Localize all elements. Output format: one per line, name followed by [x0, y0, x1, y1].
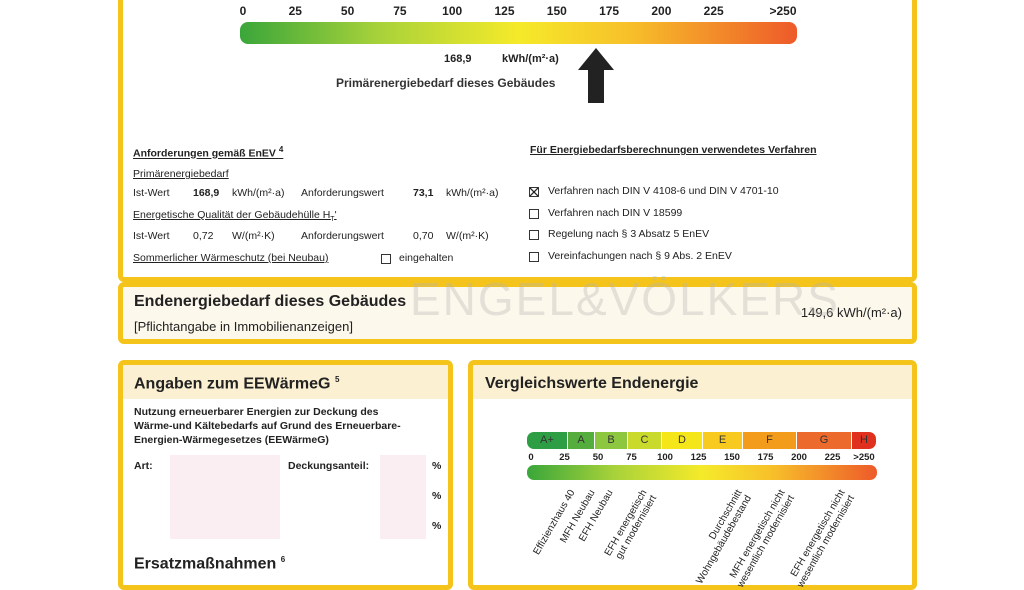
arrow	[578, 48, 614, 103]
energy-class: A+	[527, 432, 567, 449]
comparison-box	[468, 360, 917, 590]
comparison-tick: 75	[626, 452, 637, 463]
replacement-note: 6	[280, 555, 286, 564]
req-cell: Anforderungswert	[301, 187, 384, 199]
energy-class: B	[595, 432, 627, 449]
page: {"watermark":"ENGEL&VÖLKERS", "primary_s…	[118, 0, 917, 590]
method-checkbox	[529, 187, 539, 197]
req-cell: Ist-Wert	[133, 187, 170, 199]
comparison-scale	[527, 465, 877, 480]
primary-box	[118, 0, 917, 282]
energy-class: F	[743, 432, 796, 449]
comparison-tick: 125	[690, 452, 707, 463]
primary-heading: Primärenergiebedarf	[133, 168, 229, 180]
req-title-text: Anforderungen gemäß EnEV	[133, 147, 276, 160]
type-label: Art:	[134, 460, 153, 472]
req-cell: W/(m²·K)	[446, 230, 489, 242]
energy-class: G	[797, 432, 851, 449]
summer-heading: Sommerlicher Wärmeschutz (bei Neubau)	[133, 252, 329, 264]
req-cell: Ist-Wert	[133, 230, 170, 242]
final-value: 149,6 kWh/(m²·a)	[800, 305, 902, 320]
comparison-tick: 175	[757, 452, 774, 463]
req-cell: 0,72	[193, 230, 214, 242]
method-checkbox	[529, 251, 539, 262]
ee-description: Nutzung erneuerbarer Energien zur Deckun…	[134, 406, 379, 418]
scale-tick: 150	[546, 4, 567, 18]
final-title: Endenergiebedarf dieses Gebäudes	[134, 293, 407, 310]
scale-tick: 125	[494, 4, 515, 18]
scale-tick: 100	[442, 4, 463, 18]
comparison-tick: 150	[724, 452, 740, 463]
primary-caption: Primärenergiebedarf dieses Gebäudes	[336, 76, 556, 90]
final-note: [Pflichtangabe in Immobilienanzeigen]	[134, 319, 353, 334]
comparison-tick: 25	[559, 452, 570, 463]
energy-class: E	[703, 432, 742, 449]
req-cell: kWh/(m²·a)	[446, 187, 499, 199]
method-option: Vereinfachungen nach § 9 Abs. 2 EnEV	[548, 249, 732, 262]
method-option: Regelung nach § 3 Absatz 5 EnEV	[548, 228, 710, 240]
method-option: Verfahren nach DIN V 4108-6 und DIN V 47…	[548, 185, 779, 197]
comparison-tick: 50	[592, 452, 604, 463]
req-cell: kWh/(m²·a)	[232, 187, 285, 199]
scale-tick: 225	[703, 4, 724, 18]
watermark: ENGEL&VÖLKERS	[410, 273, 840, 325]
comparison-tick: 225	[824, 452, 841, 463]
envelope-prime: '	[334, 209, 337, 221]
scale-tick: 75	[393, 4, 407, 18]
energy-class: H	[852, 432, 876, 449]
summer-option: eingehalten	[399, 252, 454, 264]
share-field	[380, 455, 426, 539]
ee-title: Angaben zum EEWärmeG 5	[134, 375, 339, 393]
energy-class: C	[628, 432, 661, 449]
energy-class: D	[662, 432, 702, 449]
comparison-tick: 0	[528, 452, 534, 463]
scale-tick: 200	[651, 4, 672, 18]
scale-tick: 0	[239, 4, 247, 18]
percent-sign: %	[432, 460, 442, 472]
comparison-tick: 200	[791, 452, 807, 463]
percent-sign: %	[432, 490, 442, 502]
req-note: 4	[278, 145, 284, 154]
type-field	[170, 455, 280, 539]
primary-value: 168,9	[444, 53, 472, 65]
req-cell: 168,9	[193, 187, 220, 199]
method-checkbox	[529, 230, 539, 240]
method-title: Für Energiebedarfsberechnungen verwendet…	[530, 144, 817, 156]
comparison-tick: >250	[853, 452, 875, 463]
method-option: Verfahren nach DIN V 18599	[548, 206, 683, 219]
scale-tick: 175	[599, 4, 620, 18]
comparison-tick: 100	[657, 452, 673, 463]
req-cell: 73,1	[413, 187, 434, 199]
scale-tick: 25	[288, 4, 302, 18]
share-label: Deckungsanteil:	[288, 460, 370, 472]
req-title: Anforderungen gemäß EnEV 4	[133, 145, 283, 160]
percent-sign: %	[432, 520, 442, 532]
req-cell: W/(m²·K)	[232, 230, 275, 242]
scale-tick: 50	[340, 4, 355, 18]
ee-title-text: Angaben zum EEWärmeG	[134, 375, 331, 393]
replacement-title-text: Ersatzmaßnahmen	[134, 555, 277, 573]
ee-description: Energien-Wärmegesetzes (EEWärmeG)	[134, 434, 329, 446]
method-checkbox	[529, 208, 539, 219]
replacement-title: Ersatzmaßnahmen 6	[134, 555, 285, 573]
req-cell: Anforderungswert	[301, 230, 384, 242]
envelope-sub: T	[330, 216, 335, 224]
final-energy-box	[118, 282, 917, 344]
ee-description: Wärme-und Kältebedarfs auf Grund des Ern…	[134, 420, 401, 432]
energy-class: A	[568, 432, 594, 449]
envelope-heading: Energetische Qualität der Gebäudehülle H…	[133, 209, 337, 223]
summer-checkbox	[381, 254, 391, 264]
ee-note: 5	[334, 375, 340, 384]
scale-bar	[240, 22, 797, 44]
scale-tick: >250	[769, 4, 797, 18]
primary-unit: kWh/(m²·a)	[502, 53, 559, 65]
envelope-heading-text: Energetische Qualität der Gebäudehülle H	[133, 209, 331, 221]
comparison-title: Vergleichswerte Endenergie	[485, 375, 699, 392]
req-cell: 0,70	[413, 230, 434, 242]
